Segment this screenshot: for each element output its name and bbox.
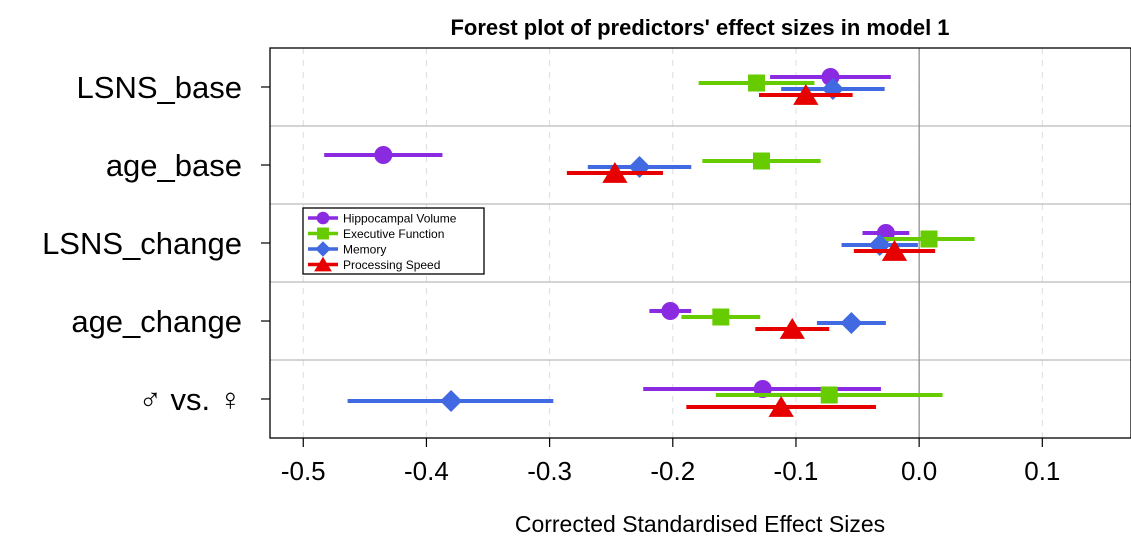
series-executive-function [681, 74, 975, 404]
y-tick-label: LSNS_base [77, 70, 242, 105]
point-marker [374, 146, 393, 164]
legend-label: Executive Function [343, 227, 444, 241]
x-axis-label: Corrected Standardised Effect Sizes [515, 511, 885, 537]
series-marks [324, 68, 975, 417]
y-tick-label: LSNS_change [42, 226, 242, 261]
chart-title: Forest plot of predictors' effect sizes … [450, 15, 949, 40]
x-tick-label: -0.5 [281, 456, 326, 486]
y-tick-label: ♂ vs. ♀ [139, 382, 242, 417]
point-marker [661, 302, 680, 320]
point-marker [920, 230, 938, 248]
category-separators [270, 125, 1131, 361]
x-axis-ticks: -0.5 -0.4 -0.3 -0.2 -0.1 0.0 0.1 [281, 438, 1060, 486]
point-marker [602, 162, 628, 183]
y-tick-label: age_change [71, 304, 242, 339]
x-tick-label: -0.2 [650, 456, 695, 486]
legend-marker [316, 211, 330, 225]
x-tick-label: 0.1 [1024, 456, 1060, 486]
point-marker [440, 390, 463, 412]
point-marker [712, 308, 730, 326]
legend-marker [317, 227, 329, 240]
legend-label: Hippocampal Volume [343, 212, 457, 226]
x-tick-label: -0.1 [774, 456, 819, 486]
point-marker [768, 396, 794, 417]
point-marker [752, 152, 770, 170]
x-tick-label: -0.4 [404, 456, 449, 486]
x-tick-label: -0.3 [527, 456, 572, 486]
point-marker [748, 74, 766, 92]
point-marker [793, 84, 819, 105]
y-tick-label: age_base [106, 148, 242, 183]
series-processing-speed [566, 84, 936, 417]
point-marker [840, 312, 863, 334]
legend-label: Memory [343, 243, 386, 257]
legend-marker [315, 241, 331, 257]
point-marker [881, 240, 908, 261]
point-marker [779, 318, 805, 339]
point-marker [820, 386, 838, 404]
y-axis-ticks: LSNS_base age_base LSNS_change age_change ♂ … [42, 70, 270, 417]
legend-label: Processing Speed [343, 258, 440, 272]
x-tick-label: 0.0 [901, 456, 937, 486]
series-hippocampal-volume [324, 68, 910, 398]
legend-marker [314, 256, 332, 272]
